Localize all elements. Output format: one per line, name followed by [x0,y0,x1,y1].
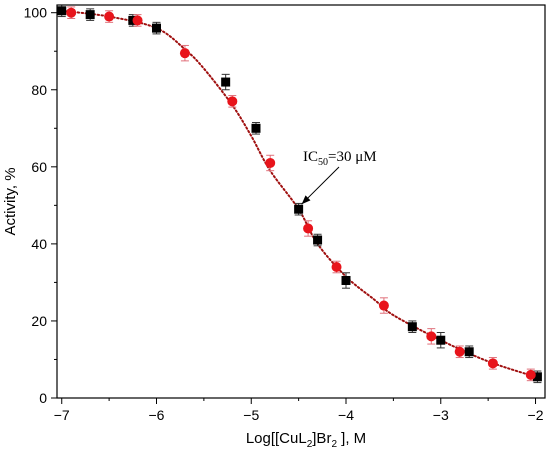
data-point-circle [179,48,190,59]
data-point-layer [57,6,542,382]
data-point-square [294,204,304,214]
y-tick-label: 100 [24,5,48,21]
data-point-square [532,372,542,382]
data-point-square [313,235,323,245]
x-axis-title-mid: ]Br [312,430,331,447]
plot-frame [56,4,546,399]
ic50-label-prefix: IC [303,149,318,165]
tick-layer: −7 −6 −5 −4 −3 −2 0 20 40 60 80 100 [24,5,544,423]
fit-curve [60,9,537,378]
data-point-square [436,335,446,345]
x-tick-label: −5 [243,407,259,423]
y-tick-label: 80 [31,82,47,98]
data-point-circle [331,262,342,272]
data-point-circle [66,7,77,18]
x-axis-title-prefix: Log[[CuL [246,430,307,447]
error-bar-layer [57,4,542,384]
data-point-square [85,10,95,20]
y-tick-label: 60 [31,159,47,175]
ic50-label-suffix: =30 μM [328,149,377,165]
x-tick-label: −4 [338,407,354,423]
x-axis-title-suffix: ], M [337,430,366,447]
x-tick-label: −6 [149,407,165,423]
data-point-square [57,6,67,16]
x-tick-label: −7 [54,407,70,423]
ic50-arrow-head [301,195,311,205]
data-point-square [341,275,351,285]
fit-curve-layer [60,9,537,378]
y-axis-title: Activity, % [2,167,19,235]
ic50-label: IC50=30 μM [303,149,377,168]
x-axis-title-sub2: 2 [331,439,337,450]
y-tick-label: 40 [31,236,47,252]
data-point-square [151,23,161,33]
data-point-square [464,347,474,357]
data-point-circle [303,223,314,234]
axes-layer [56,4,546,399]
data-point-circle [487,358,498,369]
data-point-square [221,77,231,87]
x-axis-title-sub1: 2 [307,439,313,450]
data-point-circle [525,369,536,380]
data-point-circle [454,346,465,357]
data-point-circle [104,11,115,22]
y-tick-label: 0 [39,390,47,406]
data-point-circle [265,157,276,168]
x-tick-label: −2 [528,407,544,423]
data-point-circle [132,15,143,26]
ic50-label-sub: 50 [318,157,328,168]
data-point-square [251,123,261,133]
x-axis-title: Log[[CuL2]Br2 ], M [246,430,366,450]
data-point-circle [426,331,437,342]
data-point-circle [227,96,238,107]
y-tick-label: 20 [31,313,47,329]
data-point-circle [378,300,389,311]
x-tick-label: −3 [433,407,449,423]
data-point-square [407,322,417,332]
ic50-annotation: IC50=30 μM [301,149,377,205]
